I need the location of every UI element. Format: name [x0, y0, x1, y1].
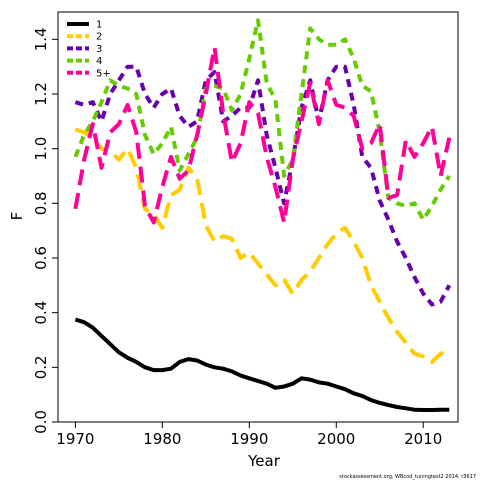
y-tick-label: 1.2	[32, 82, 50, 106]
footer-text: stockassessment.org, WBcod_tuningtest2 2…	[339, 474, 476, 480]
legend-label: 1	[96, 20, 102, 31]
x-axis-title: Year	[247, 452, 281, 470]
lines-layer	[73, 18, 452, 412]
y-tick-label: 1.0	[32, 137, 50, 161]
plot-frame	[57, 11, 459, 423]
y-tick-label: 0.0	[32, 410, 50, 434]
x-tick-label: 2000	[317, 430, 355, 448]
legend-label: 4	[96, 56, 102, 67]
series-line-5plus	[73, 45, 452, 225]
y-tick-label: 1.4	[32, 27, 50, 51]
legend-label: 5+	[96, 68, 111, 79]
legend-label: 2	[96, 32, 102, 43]
x-tick-label: 1990	[230, 430, 268, 448]
series-line-2	[74, 127, 450, 364]
y-tick-label: 0.8	[32, 191, 50, 215]
x-tick-label: 2010	[404, 430, 442, 448]
series-line-1	[74, 317, 450, 412]
y-tick-label: 0.2	[32, 355, 50, 379]
legend-label: 3	[96, 44, 102, 55]
y-tick-label: 0.6	[32, 246, 50, 270]
axes-layer: 1970 1980 1990 2000 2010 0.0 0.2 0.4 0.6 0.8 1.0 1.…	[32, 11, 459, 448]
y-axis-title: F	[8, 212, 26, 221]
y-tick-label: 0.4	[32, 301, 50, 325]
series-line-3	[74, 64, 452, 307]
x-tick-label: 1970	[56, 430, 94, 448]
x-tick-label: 1980	[143, 430, 181, 448]
